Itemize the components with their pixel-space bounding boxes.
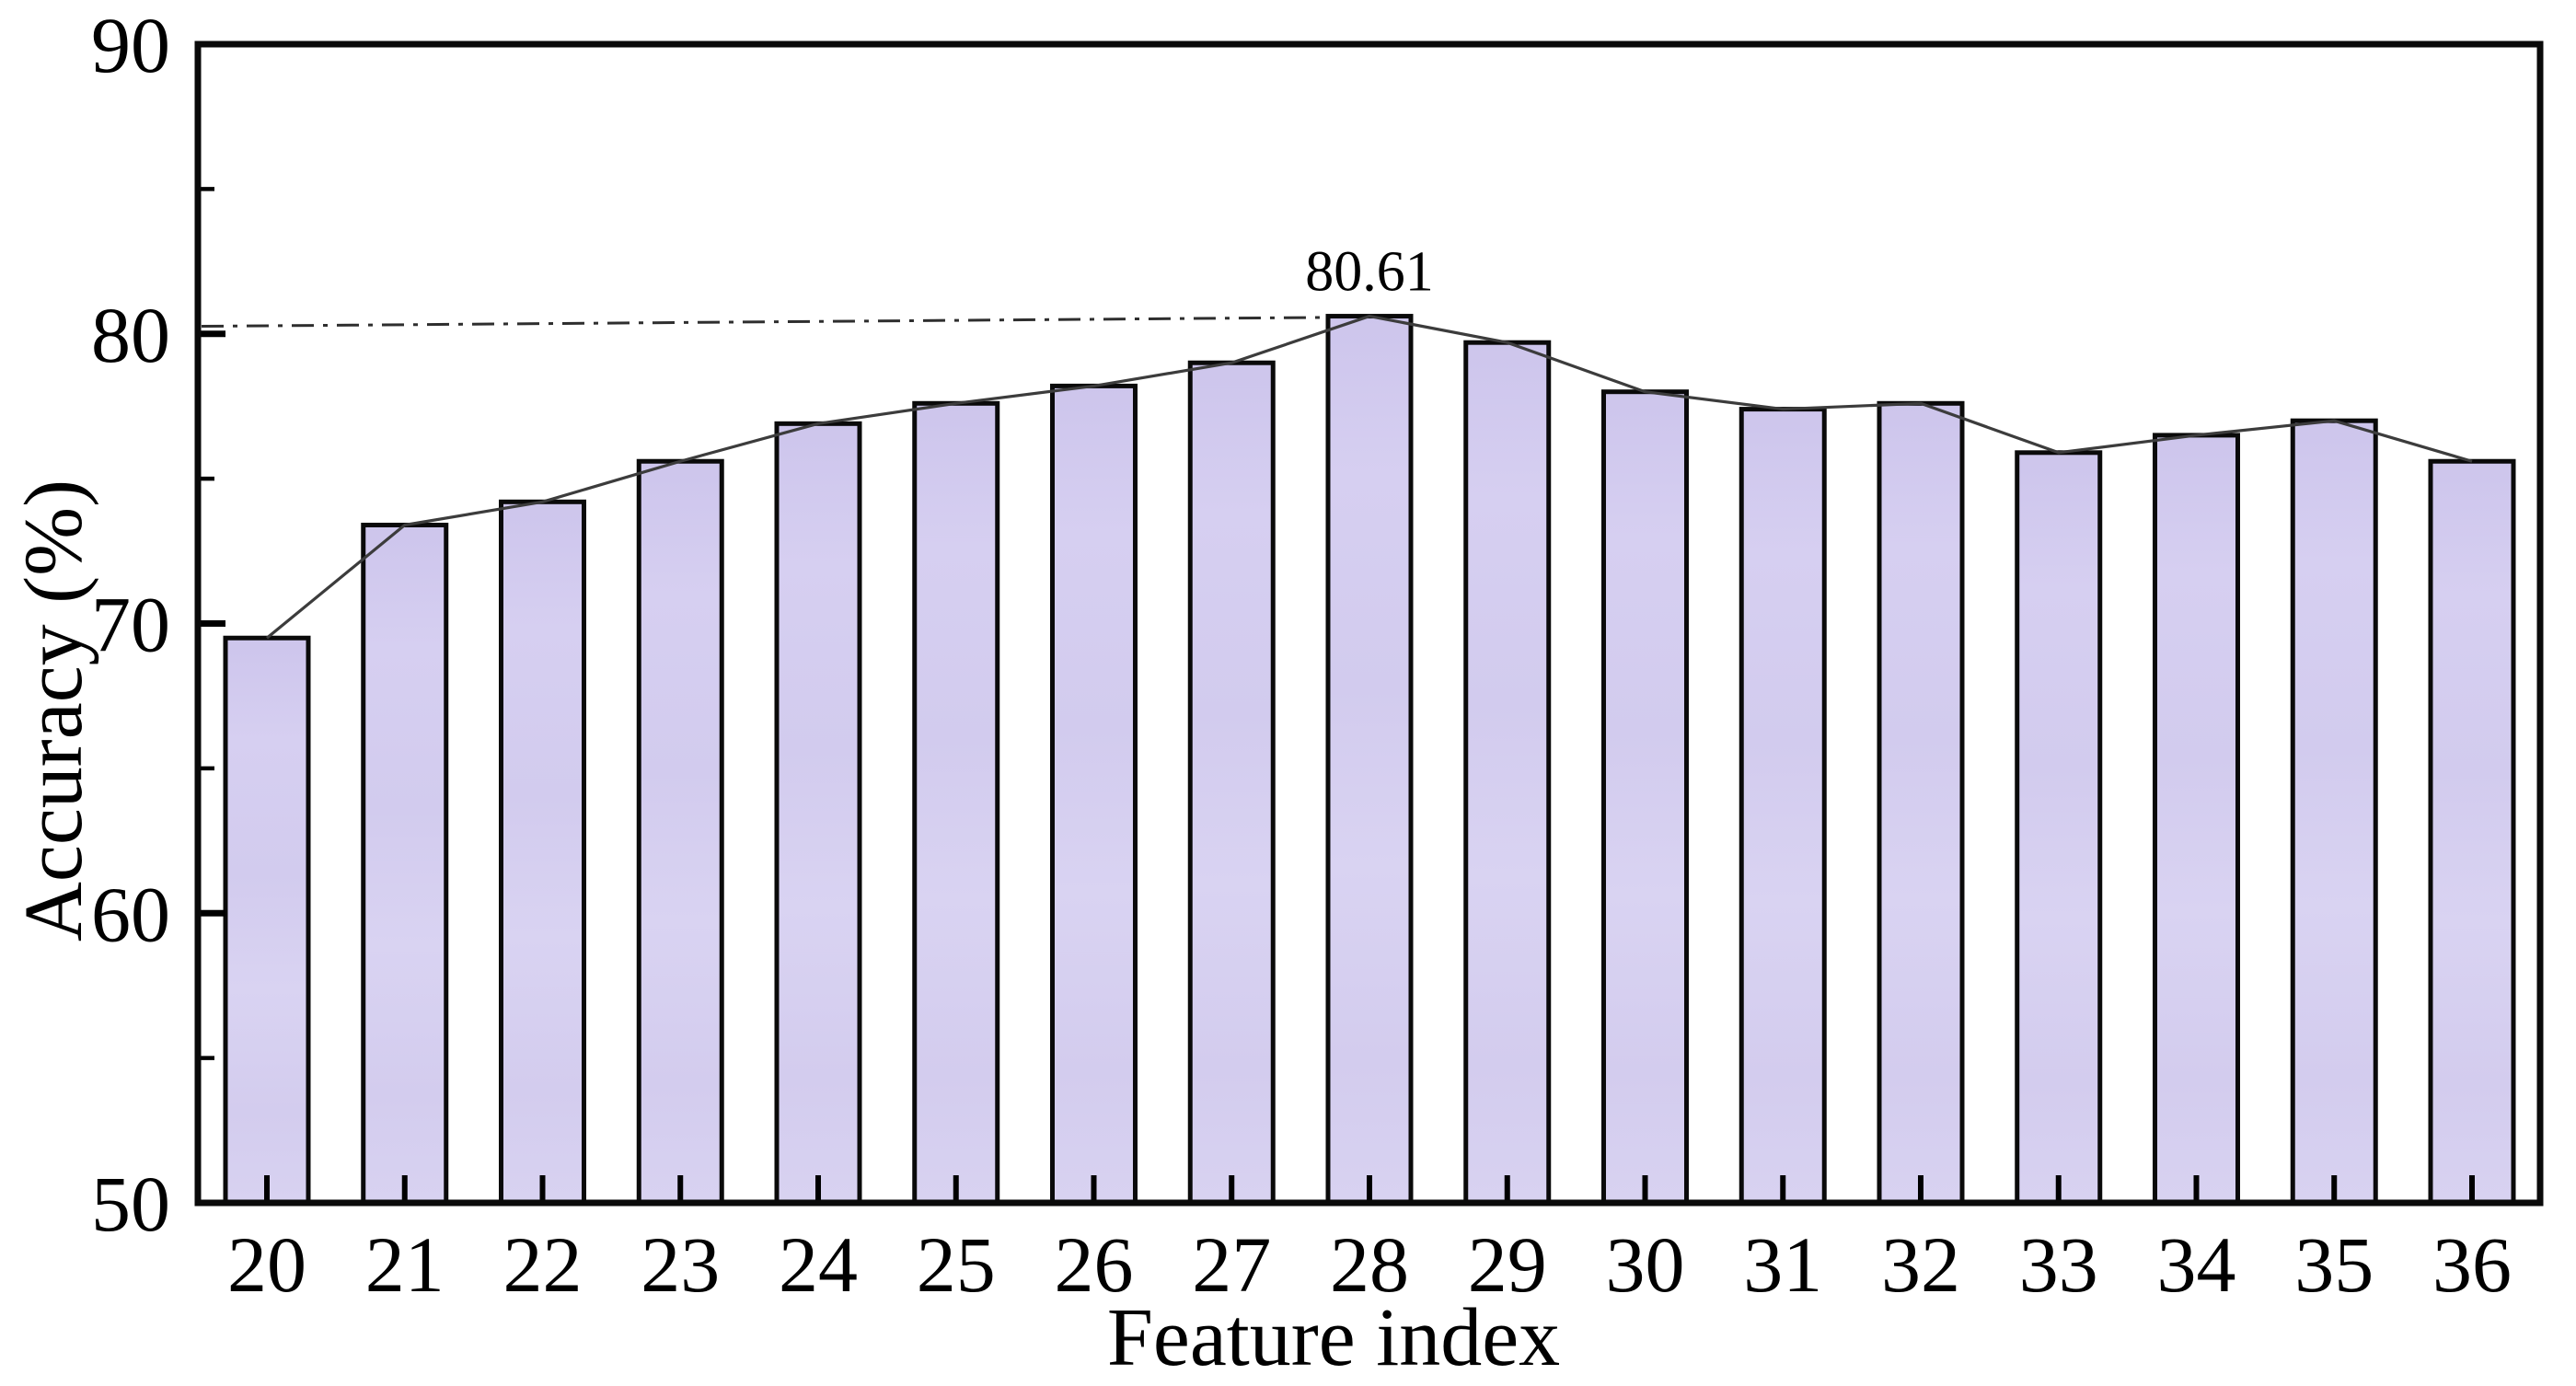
x-axis-title: Feature index [1107, 1292, 1560, 1383]
x-tick-label: 33 [2019, 1220, 2098, 1309]
y-tick-label: 90 [91, 1, 170, 89]
x-tick-label: 29 [1468, 1220, 1547, 1309]
x-tick-label: 21 [365, 1220, 445, 1309]
y-tick-label: 70 [91, 581, 170, 669]
y-tick-label: 50 [91, 1160, 170, 1248]
x-tick-label: 30 [1606, 1220, 1685, 1309]
x-tick-label: 32 [1881, 1220, 1960, 1309]
trend-line [265, 314, 2473, 640]
x-tick-label: 34 [2157, 1220, 2236, 1309]
y-axis-title: Accuracy (%) [8, 479, 99, 941]
x-tick-label: 22 [503, 1220, 583, 1309]
x-tick-label: 26 [1055, 1220, 1134, 1309]
x-tick-label: 23 [641, 1220, 720, 1309]
peak-value-annotation: 80.61 [1305, 241, 1434, 304]
x-tick-label: 35 [2294, 1220, 2374, 1309]
x-tick-label: 36 [2432, 1220, 2512, 1309]
plot-frame [194, 40, 2544, 1207]
x-tick-labels: 20 21 22 23 24 25 26 27 28 29 30 31 32 33 34 35 36 [227, 1220, 2512, 1309]
x-tick-label: 25 [917, 1220, 996, 1309]
reference-dashdot-line [201, 316, 1370, 329]
x-tick-label: 28 [1330, 1220, 1409, 1309]
x-tick-label: 20 [227, 1220, 306, 1309]
x-tick-label: 31 [1743, 1220, 1822, 1309]
x-tick-label: 24 [779, 1220, 858, 1309]
x-tick-label: 27 [1192, 1220, 1271, 1309]
y-tick-label: 80 [91, 291, 170, 379]
bar-series [223, 314, 2516, 1206]
y-tick-label: 60 [91, 870, 170, 958]
y-tick-labels: 50 60 70 80 90 [91, 1, 170, 1248]
